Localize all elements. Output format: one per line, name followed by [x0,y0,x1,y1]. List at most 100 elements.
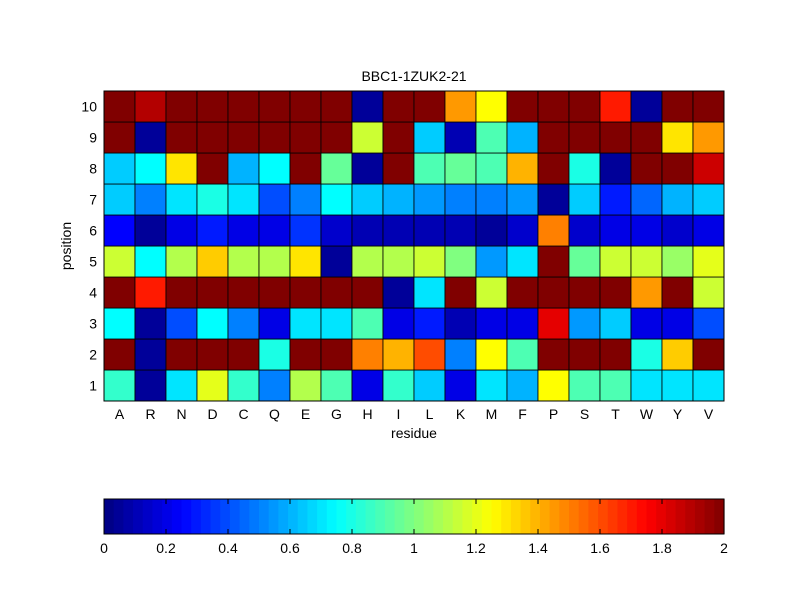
heatmap-cell [475,90,508,123]
heatmap-cell [258,183,291,216]
heatmap-cell [444,338,477,371]
colorbar-swatch [646,499,657,534]
heatmap-cell [227,369,260,402]
heatmap-cell [630,245,663,278]
heatmap-cell [444,245,477,278]
heatmap-cell [165,338,198,371]
heatmap-cell [382,183,415,216]
colorbar-swatch [133,499,144,534]
colorbar-swatch [384,499,396,534]
x-tick-label: A [115,406,125,422]
colorbar-swatch [355,499,367,534]
heatmap-cell [196,90,229,123]
colorbar-swatch [142,499,154,534]
y-tick-label: 10 [81,99,97,115]
heatmap-cell [413,183,446,216]
heatmap-cell [196,183,229,216]
x-tick-label: F [518,406,527,422]
heatmap-cell [692,152,725,185]
heatmap-cell [227,276,260,309]
y-tick-label: 5 [89,254,97,270]
colorbar-tick-label: 1.6 [590,540,610,556]
y-tick-label: 2 [89,347,97,363]
heatmap-cell [196,307,229,340]
colorbar-swatch [675,499,686,534]
heatmap-cell [506,183,539,216]
colorbar-swatch [443,499,454,534]
heatmap-cell [258,214,291,247]
heatmap-cell [103,90,136,123]
colorbar-swatch [278,499,289,534]
heatmap-cell [258,369,291,402]
colorbar-swatch [220,499,231,534]
heatmap-cell [413,121,446,154]
heatmap-cell [661,214,694,247]
heatmap-cell [568,214,601,247]
colorbar-swatch [414,499,425,534]
colorbar-swatch [520,499,531,534]
heatmap-cell [506,121,539,154]
heatmap-cell [196,121,229,154]
heatmap-cell [599,369,632,402]
heatmap-cell [475,152,508,185]
heatmap-cell [537,276,570,309]
x-axis-label: residue [391,425,437,441]
heatmap-cell [382,152,415,185]
colorbar-swatch [636,499,648,534]
heatmap-cell [506,214,539,247]
colorbar-swatch [549,499,560,534]
heatmap-cell [165,369,198,402]
colorbar-swatch [530,499,541,534]
heatmap-cell [475,121,508,154]
heatmap-cell [599,338,632,371]
x-tick-label: K [456,406,466,422]
heatmap-cell [630,121,663,154]
heatmap-cell [661,121,694,154]
colorbar-tick-label: 0.4 [218,540,238,556]
heatmap-cell [692,90,725,123]
heatmap-cell [444,276,477,309]
heatmap-cell [506,369,539,402]
heatmap-cell [506,90,539,123]
heatmap-cell [692,121,725,154]
heatmap-cell [258,338,291,371]
heatmap-cell [661,183,694,216]
x-tick-label: P [549,406,558,422]
heatmap-cell [320,307,353,340]
heatmap-cell [413,90,446,123]
colorbar-swatch [510,499,522,534]
x-tick-label: W [640,406,654,422]
heatmap-cell [475,245,508,278]
heatmap-cell [630,90,663,123]
colorbar-swatch [481,499,493,534]
heatmap-cell [568,90,601,123]
heatmap-cell [537,338,570,371]
heatmap-cell [134,369,167,402]
heatmap-cell [382,369,415,402]
heatmap-cell [475,338,508,371]
heatmap-cell [599,214,632,247]
heatmap-cell [382,90,415,123]
heatmap-cell [165,245,198,278]
heatmap-cell [692,245,725,278]
heatmap-cell [134,152,167,185]
colorbar-swatch [268,499,279,534]
colorbar-tick-label: 0 [100,540,108,556]
heatmap-cell [103,276,136,309]
colorbar-tick-label: 2 [720,540,728,556]
heatmap-cell [320,369,353,402]
heatmap-cell [506,152,539,185]
y-tick-label: 8 [89,161,97,177]
heatmap-cell [196,152,229,185]
heatmap-cell [103,369,136,402]
heatmap-cell [692,276,725,309]
x-tick-label: N [176,406,186,422]
heatmap-cell [568,245,601,278]
heatmap-cell [320,90,353,123]
heatmap-cell [165,307,198,340]
colorbar-swatch [346,499,357,534]
heatmap-cell [630,276,663,309]
plot-frame [103,90,725,402]
colorbar-tick-label: 1.4 [528,540,548,556]
colorbar-swatch [423,499,434,534]
